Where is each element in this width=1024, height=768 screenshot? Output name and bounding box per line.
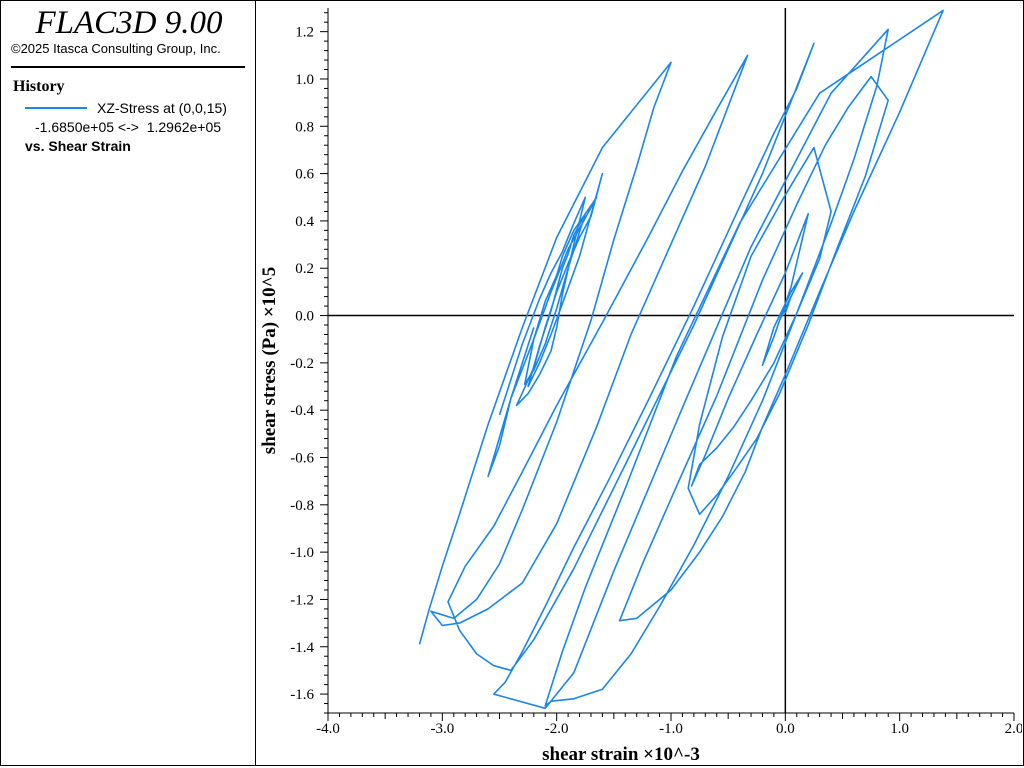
x-tick-label: 1.0 [890, 721, 909, 737]
y-tick-label: 0.8 [295, 119, 314, 135]
history-chart: -1.6 -1.4 -1.2 -1.0 -0.8 -0.6 -0.4 -0.2 0.0 0.2 0.… [259, 8, 1022, 765]
y-tick-label: -0.6 [290, 450, 314, 466]
series-line [418, 9, 944, 710]
legend-series-range: -1.6850e+05 <-> 1.2962e+05 [35, 119, 222, 135]
zero-axes [328, 8, 1014, 713]
legend-x-variable: vs. Shear Strain [25, 138, 131, 154]
x-tick-label: 2.0 [1005, 721, 1022, 737]
y-axis-title: shear stress (Pa) ×10^5 [259, 267, 280, 454]
y-tick-label: 0.6 [295, 167, 314, 183]
y-tick-label: 0.4 [295, 214, 314, 230]
y-tick-label: -1.2 [290, 592, 314, 608]
y-tick-label: -1.6 [290, 687, 314, 703]
x-axis-title: shear strain ×10^-3 [542, 744, 700, 765]
y-tick-label: 0.2 [295, 261, 314, 277]
y-tick-label: 1.0 [295, 72, 314, 88]
legend-panel: FLAC3D 9.00 ©2025 Itasca Consulting Grou… [0, 0, 256, 766]
plot-panel: -1.6 -1.4 -1.2 -1.0 -0.8 -0.6 -0.4 -0.2 0.0 0.2 0.… [256, 0, 1024, 766]
legend-series-swatch [25, 107, 87, 109]
y-tick-label: 0.0 [295, 309, 314, 325]
series-layer [418, 9, 944, 710]
x-tick-label: 0.0 [776, 721, 795, 737]
x-tick-label: -2.0 [545, 721, 569, 737]
series-line [487, 172, 604, 478]
x-tick-label: -1.0 [659, 721, 683, 737]
x-tick-label: -4.0 [316, 721, 340, 737]
legend-series-label: XZ-Stress at (0,0,15) [97, 100, 227, 116]
y-tick-label: -0.4 [290, 403, 314, 419]
history-heading: History [13, 78, 65, 95]
y-tick-label: -0.8 [290, 498, 314, 514]
copyright-text: ©2025 Itasca Consulting Group, Inc. [11, 41, 221, 56]
y-tick-label: 1.2 [295, 25, 314, 41]
axis-ticks [320, 8, 1015, 721]
app-title: FLAC3D 9.00 [35, 5, 223, 41]
x-tick-label: -3.0 [430, 721, 454, 737]
tick-labels: -1.6 -1.4 -1.2 -1.0 -0.8 -0.6 -0.4 -0.2 0.0 0.2 0.… [290, 25, 1022, 737]
y-tick-label: -0.2 [290, 356, 314, 372]
y-tick-label: -1.0 [290, 545, 314, 561]
legend-divider [11, 66, 245, 68]
y-tick-label: -1.4 [290, 640, 314, 656]
